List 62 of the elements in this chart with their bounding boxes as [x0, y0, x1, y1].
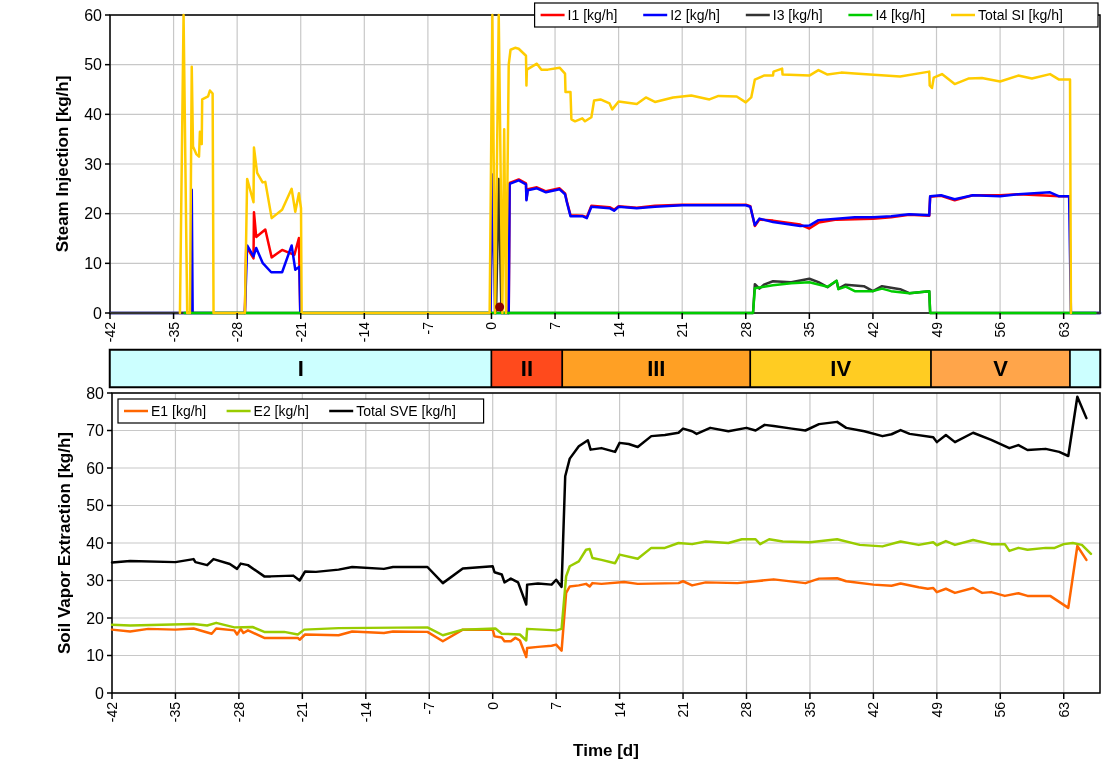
legend-label: I3 [kg/h] — [772, 7, 823, 23]
x-tick-label: 7 — [548, 701, 565, 710]
y-tick-label: 30 — [86, 572, 105, 589]
x-tick-label: 14 — [610, 321, 627, 338]
x-tick-label: -7 — [421, 701, 438, 715]
y-tick-label: 60 — [86, 459, 105, 477]
legend-label: I1 [kg/h] — [567, 7, 618, 23]
x-tick-label: -14 — [357, 701, 374, 723]
x-tick-label: -35 — [167, 701, 184, 723]
y-axis-title: Steam Injection [kg/h] — [52, 75, 72, 253]
x-tick-label: 0 — [484, 701, 501, 710]
x-tick-label: 14 — [611, 701, 628, 718]
series-label: III — [647, 356, 666, 381]
legend-label: Total SVE [kg/h] — [356, 403, 456, 419]
y-tick-label: 30 — [84, 155, 103, 173]
legend-label: I4 [kg/h] — [875, 7, 926, 23]
x-tick-label: -21 — [294, 701, 311, 723]
x-tick-label: 21 — [675, 701, 692, 718]
series-label: II — [520, 356, 534, 381]
x-tick-label: 28 — [737, 321, 754, 338]
x-tick-label: -42 — [104, 701, 120, 723]
x-tick-label: 63 — [1055, 701, 1072, 718]
y-tick-label: 40 — [84, 105, 103, 123]
x-tick-label: -7 — [419, 321, 436, 335]
legend-label: E1 [kg/h] — [151, 403, 207, 419]
x-tick-label: 21 — [674, 321, 691, 338]
legend-label: I2 [kg/h] — [670, 7, 721, 23]
y-tick-label: 10 — [84, 254, 103, 272]
x-tick-label: -28 — [230, 701, 247, 723]
x-tick-label: 7 — [547, 321, 564, 330]
y-tick-label: 40 — [86, 534, 105, 552]
x-tick-label: 42 — [865, 701, 882, 718]
y-tick-label: 70 — [86, 422, 105, 439]
x-tick-label: 56 — [992, 321, 1009, 338]
series-label: I — [297, 356, 304, 381]
x-tick-label: -42 — [102, 321, 118, 343]
y-tick-label: 10 — [86, 647, 105, 664]
y-tick-label: 50 — [86, 497, 105, 514]
series-label: V — [993, 356, 1009, 381]
y-tick-label: 20 — [84, 205, 103, 223]
y-tick-label: 80 — [86, 384, 105, 402]
legend-label: E2 [kg/h] — [253, 403, 309, 419]
legend-label: Total SI [kg/h] — [978, 7, 1063, 23]
x-tick-label: -28 — [229, 321, 246, 343]
y-axis-title: Soil Vapor Extraction [kg/h] — [54, 432, 74, 654]
x-tick-label: 42 — [864, 321, 881, 338]
x-tick-label: 28 — [738, 701, 755, 718]
x-tick-label: 35 — [801, 321, 818, 338]
y-tick-label: 20 — [86, 609, 105, 627]
x-tick-label: -35 — [165, 321, 182, 343]
x-tick-label: 56 — [992, 701, 1009, 718]
x-tick-label: 35 — [801, 701, 818, 718]
x-tick-label: 49 — [928, 701, 945, 718]
x-tick-label: -14 — [356, 321, 373, 343]
x-tick-label: 63 — [1055, 321, 1072, 338]
x-axis-title: Time [d] — [573, 740, 639, 760]
y-tick-label: 60 — [84, 6, 103, 24]
series-label: IV — [830, 356, 852, 381]
x-tick-label: 49 — [928, 321, 945, 338]
y-tick-label: 50 — [84, 56, 103, 74]
x-tick-label: -21 — [292, 321, 309, 343]
x-tick-label: 0 — [483, 321, 500, 330]
